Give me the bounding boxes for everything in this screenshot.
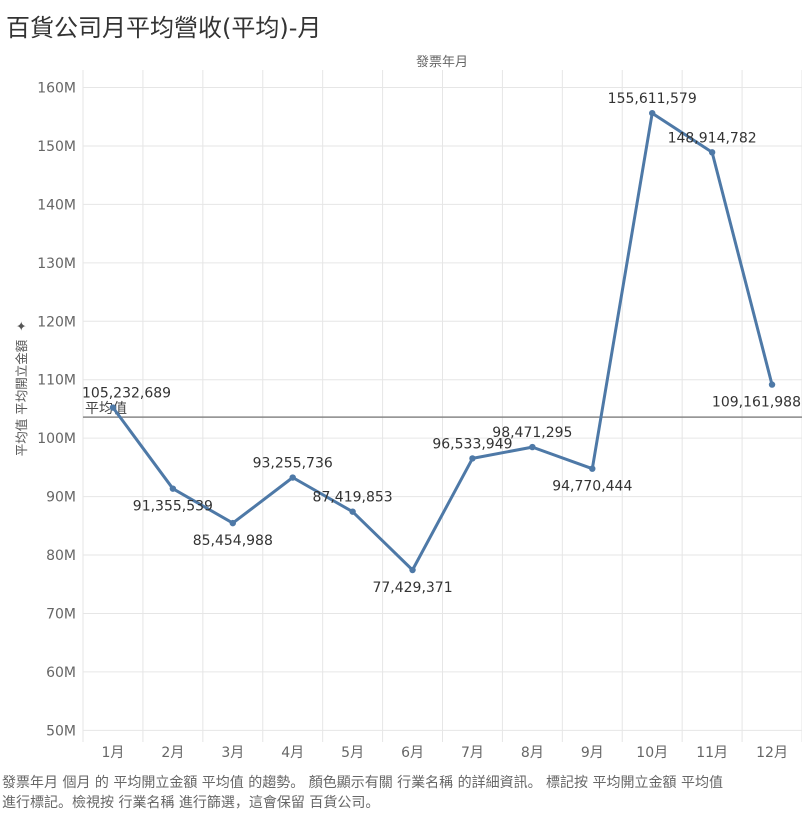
series-line <box>111 111 774 572</box>
x-axis-title: 發票年月 <box>416 55 468 70</box>
data-point <box>768 381 776 388</box>
data-point <box>589 465 596 472</box>
y-tick-label: 130M <box>37 256 76 272</box>
horizontal-gridlines <box>83 87 802 731</box>
data-point <box>109 404 117 411</box>
series-points <box>109 109 776 574</box>
caption-line-2: 進行標記。檢視按 行業名稱 進行篩選，這會保留 百貨公司。 <box>2 795 380 811</box>
data-point <box>229 519 236 527</box>
x-tick-label: 12月 <box>756 745 788 761</box>
vertical-gridlines <box>82 70 802 742</box>
data-label: 77,429,371 <box>372 580 452 596</box>
y-tick-label: 110M <box>37 373 76 389</box>
y-tick-label: 90M <box>46 490 76 506</box>
x-tick-label: 5月 <box>341 745 364 761</box>
y-tick-label: 50M <box>46 723 76 739</box>
y-tick-label: 100M <box>37 431 76 447</box>
caption-line-1: 發票年月 個月 的 平均開立金額 平均值 的趨勢。 顏色顯示有關 行業名稱 的詳… <box>2 775 723 791</box>
series-line-group <box>111 111 774 572</box>
x-axis-ticks: 1月 2月 3月 4月 5月 6月 7月 8月 9月 10月 11月 12月 <box>101 745 787 761</box>
x-tick-label: 10月 <box>636 745 668 761</box>
data-labels: 105,232,689 91,355,539 85,454,988 93,255,73… <box>82 91 801 596</box>
data-point <box>349 508 356 515</box>
data-point <box>409 566 416 574</box>
x-tick-label: 2月 <box>161 745 184 761</box>
pin-icon: ✦ <box>15 320 30 331</box>
data-point <box>529 443 536 451</box>
data-label: 93,255,736 <box>253 456 333 472</box>
data-point <box>469 455 476 462</box>
y-tick-label: 60M <box>46 665 76 681</box>
data-point <box>708 149 716 156</box>
x-tick-label: 6月 <box>401 745 424 761</box>
chart-title: 百貨公司月平均營收(平均)-月 <box>6 14 322 42</box>
data-label: 91,355,539 <box>133 499 213 515</box>
x-tick-label: 7月 <box>461 745 484 761</box>
data-point <box>289 474 296 481</box>
data-label: 98,471,295 <box>492 425 572 441</box>
data-label: 155,611,579 <box>608 91 697 107</box>
chart-caption: 發票年月 個月 的 平均開立金額 平均值 的趨勢。 顏色顯示有關 行業名稱 的詳… <box>2 773 782 813</box>
reference-line-label: 平均值 <box>85 401 127 417</box>
line-chart: 發票年月 ✦ 平均值 平均開立金額 平均值 50M 60M 70M 80M 90M 100… <box>14 55 802 761</box>
data-label: 105,232,689 <box>82 386 171 402</box>
y-axis-title-group: ✦ 平均值 平均開立金額 <box>14 320 30 456</box>
y-axis-title: 平均值 平均開立金額 <box>14 339 29 456</box>
y-tick-label: 150M <box>37 139 76 155</box>
data-label: 94,770,444 <box>552 479 632 495</box>
data-label: 109,161,988 <box>712 395 801 411</box>
data-label: 148,914,782 <box>668 130 757 146</box>
data-point <box>169 485 177 492</box>
x-tick-label: 3月 <box>221 745 244 761</box>
data-point <box>649 109 656 117</box>
y-axis-ticks: 50M 60M 70M 80M 90M 100M 110M 120M 130M 140M 150M 1… <box>37 81 76 740</box>
x-tick-label: 1月 <box>101 745 124 761</box>
data-label: 96,533,949 <box>432 436 512 452</box>
y-tick-label: 80M <box>46 548 76 564</box>
x-tick-label: 8月 <box>521 745 544 761</box>
y-tick-label: 120M <box>37 314 76 330</box>
x-tick-label: 9月 <box>581 745 604 761</box>
data-label: 85,454,988 <box>193 533 273 549</box>
x-tick-label: 4月 <box>281 745 304 761</box>
y-tick-label: 140M <box>37 197 76 213</box>
x-tick-label: 11月 <box>696 745 728 761</box>
y-tick-label: 160M <box>37 81 76 97</box>
y-tick-label: 70M <box>46 606 76 622</box>
data-label: 87,419,853 <box>313 490 393 506</box>
